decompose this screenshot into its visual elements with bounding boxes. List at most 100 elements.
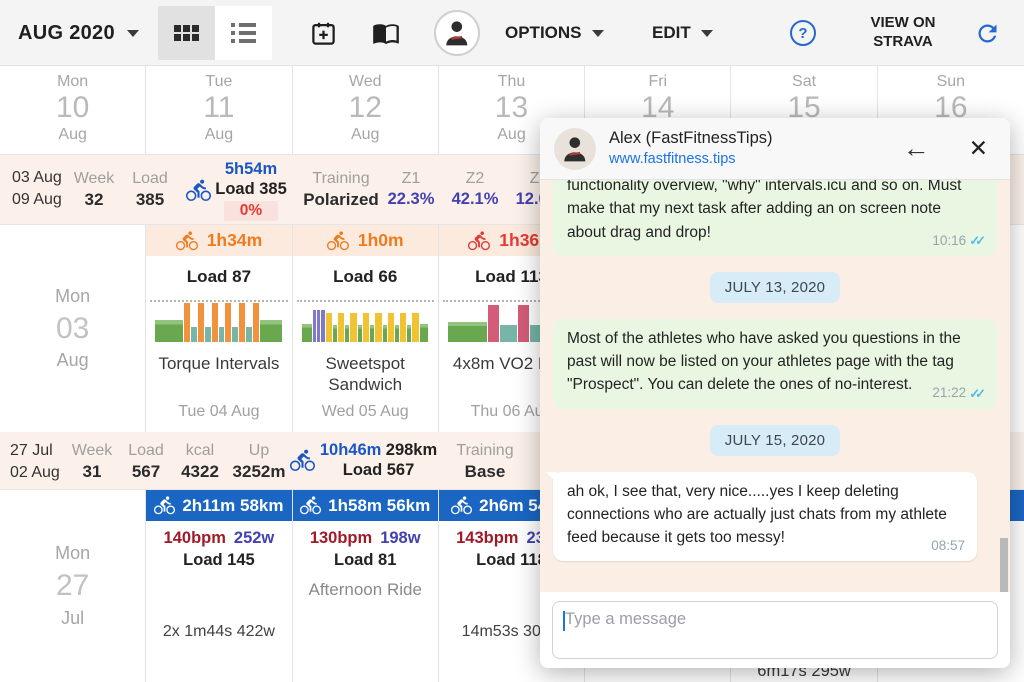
chevron-down-icon xyxy=(126,29,139,37)
day-header-mon[interactable]: Mon 10 Aug xyxy=(0,66,147,154)
ride-load: Load 81 xyxy=(334,551,397,569)
message-input[interactable] xyxy=(553,602,997,658)
ride-name: Afternoon Ride xyxy=(308,580,422,599)
message-time: 10:16 xyxy=(932,232,967,248)
close-icon[interactable]: ✕ xyxy=(968,135,988,161)
workout-name: Sweetspot Sandwich xyxy=(325,354,405,395)
day-header-tue[interactable]: Tue 11 Aug xyxy=(146,66,293,154)
view-on-strava-button[interactable]: VIEW ON STRAVA xyxy=(870,14,936,50)
training-type: Training Polarized xyxy=(303,170,379,209)
ride-load: Load 145 xyxy=(183,551,255,569)
workout-load: Load 113 xyxy=(475,267,548,286)
workout-date: Wed 05 Aug xyxy=(321,403,409,420)
zone-z1: Z1 22.3% xyxy=(387,170,435,208)
cyclist-avatar-icon xyxy=(564,137,586,162)
day-cell-mon-03[interactable]: Mon 03 Aug xyxy=(0,225,147,432)
cyclist-avatar-icon xyxy=(446,21,468,46)
grid-view-icon xyxy=(174,25,199,41)
day-header-thu[interactable]: Thu 13 Aug xyxy=(439,66,586,154)
chat-message-outgoing: Most of the athletes who have asked you … xyxy=(553,318,997,409)
ride-load: Load 118 xyxy=(476,551,547,569)
edit-label: EDIT xyxy=(652,23,691,42)
profile-avatar-button[interactable] xyxy=(434,0,480,66)
ride-heartrate: 140bpm xyxy=(163,529,226,547)
day-cell-mon-27[interactable]: Mon 27 Jul xyxy=(0,490,147,682)
chat-message-incoming: ah ok, I see that, very nice.....yes I k… xyxy=(546,471,977,562)
week-kcal: kcal 4322 xyxy=(181,442,219,481)
week-number: Week 32 xyxy=(73,170,115,209)
chat-avatar xyxy=(554,127,596,170)
calendar-plus-icon xyxy=(312,22,335,45)
ride-heartrate: 143bpm xyxy=(456,529,519,547)
bike-icon xyxy=(290,448,315,473)
ride-summary: 10h46m 298km Load 567 xyxy=(319,441,438,479)
refresh-button[interactable] xyxy=(974,0,1001,66)
workout-name: Torque Intervals xyxy=(158,354,280,373)
workout-card-torque-intervals[interactable]: 1h34m Load 87 Torque Intervals Tue 04 Au… xyxy=(146,225,293,432)
list-view-icon xyxy=(231,23,256,43)
view-toggle xyxy=(158,6,272,60)
grid-view-button[interactable] xyxy=(158,6,215,60)
message-time: 08:57 xyxy=(931,538,965,553)
workout-card-sweetspot-sandwich[interactable]: 1h0m Load 66 Sweetspot Sandwich Wed 05 A… xyxy=(292,225,439,432)
chat-date-divider: JULY 13, 2020 xyxy=(709,271,841,303)
chat-contact-link[interactable]: www.fastfitness.tips xyxy=(609,150,736,167)
chat-message-outgoing: functionality overview, "why" intervals.… xyxy=(553,180,997,256)
bike-icon xyxy=(451,495,473,516)
week-load: Load 567 xyxy=(128,442,164,481)
chat-header: Alex (FastFitnessTips) www.fastfitness.t… xyxy=(540,118,1010,180)
ride-intervals: 2x 1m44s 422w 4x 2m2s 415w 32s 556w xyxy=(162,623,275,640)
options-menu-button[interactable]: OPTIONS xyxy=(505,0,604,66)
workout-library-button[interactable] xyxy=(372,0,400,66)
text-caret xyxy=(563,611,565,631)
week-31-row: Mon 27 Jul 2h11m 58km 140bpm 252w Load 14… xyxy=(0,490,1024,682)
week-range: 03 Aug 09 Aug xyxy=(12,169,62,208)
workout-load: Load 87 xyxy=(186,267,252,286)
toolbar: AUG 2020 OPT xyxy=(0,0,1024,66)
bike-icon xyxy=(468,230,491,252)
ride-card-wed-29[interactable]: 1h58m 56km 130bpm 198w Load 81 Afternoon … xyxy=(292,490,439,682)
add-event-button[interactable] xyxy=(310,0,337,66)
message-time: 21:22 xyxy=(932,385,967,401)
workout-duration: 1h34m xyxy=(206,230,263,250)
chevron-down-icon xyxy=(591,29,604,37)
day-header-wed[interactable]: Wed 12 Aug xyxy=(293,66,439,154)
week-ascent: Up 3252m xyxy=(232,442,286,481)
ride-power: 198w xyxy=(380,529,421,547)
read-receipt-icon: ✓✓ xyxy=(969,232,986,248)
help-button[interactable]: ? xyxy=(790,0,816,66)
read-receipt-icon: ✓✓ xyxy=(969,385,986,401)
chat-scrollbar[interactable] xyxy=(1000,538,1008,592)
chat-window: Alex (FastFitnessTips) www.fastfitness.t… xyxy=(540,118,1010,668)
month-label: AUG 2020 xyxy=(18,21,115,44)
workout-profile-chart xyxy=(296,296,434,342)
training-type: Training Base xyxy=(456,442,514,481)
book-icon xyxy=(373,24,399,45)
ride-duration-distance: 2h11m 58km xyxy=(182,495,284,515)
bike-icon xyxy=(300,495,322,516)
bike-icon xyxy=(175,230,198,252)
ride-duration-distance: 1h58m 56km xyxy=(328,495,431,515)
chat-date-divider: JULY 15, 2020 xyxy=(709,424,841,456)
options-label: OPTIONS xyxy=(505,23,582,42)
chevron-down-icon xyxy=(700,29,713,37)
bike-icon xyxy=(186,178,211,203)
ride-heartrate: 130bpm xyxy=(309,529,373,547)
zone-z2: Z2 42.1% xyxy=(451,170,499,208)
refresh-icon xyxy=(978,24,997,42)
ride-card-tue-28[interactable]: 2h11m 58km 140bpm 252w Load 145 2x 1m44s … xyxy=(146,490,293,682)
month-selector[interactable]: AUG 2020 xyxy=(18,0,139,66)
help-icon: ? xyxy=(790,20,816,46)
list-view-button[interactable] xyxy=(215,6,272,60)
avatar xyxy=(434,10,480,56)
chat-contact-name: Alex (FastFitnessTips) xyxy=(609,129,773,148)
chat-messages: functionality overview, "why" intervals.… xyxy=(540,180,1010,592)
day-header-row: Mon 10 Aug Tue 11 Aug Wed 12 Aug Thu 13 Aug Fri 1… xyxy=(0,66,1024,155)
ramp-badge: 0% xyxy=(223,201,279,221)
back-arrow-icon[interactable]: ← xyxy=(902,133,930,163)
chat-input-bar xyxy=(540,592,1010,668)
edit-menu-button[interactable]: EDIT xyxy=(652,0,713,66)
workout-duration: 1h0m xyxy=(357,230,404,250)
workout-date: Tue 04 Aug xyxy=(178,403,260,420)
